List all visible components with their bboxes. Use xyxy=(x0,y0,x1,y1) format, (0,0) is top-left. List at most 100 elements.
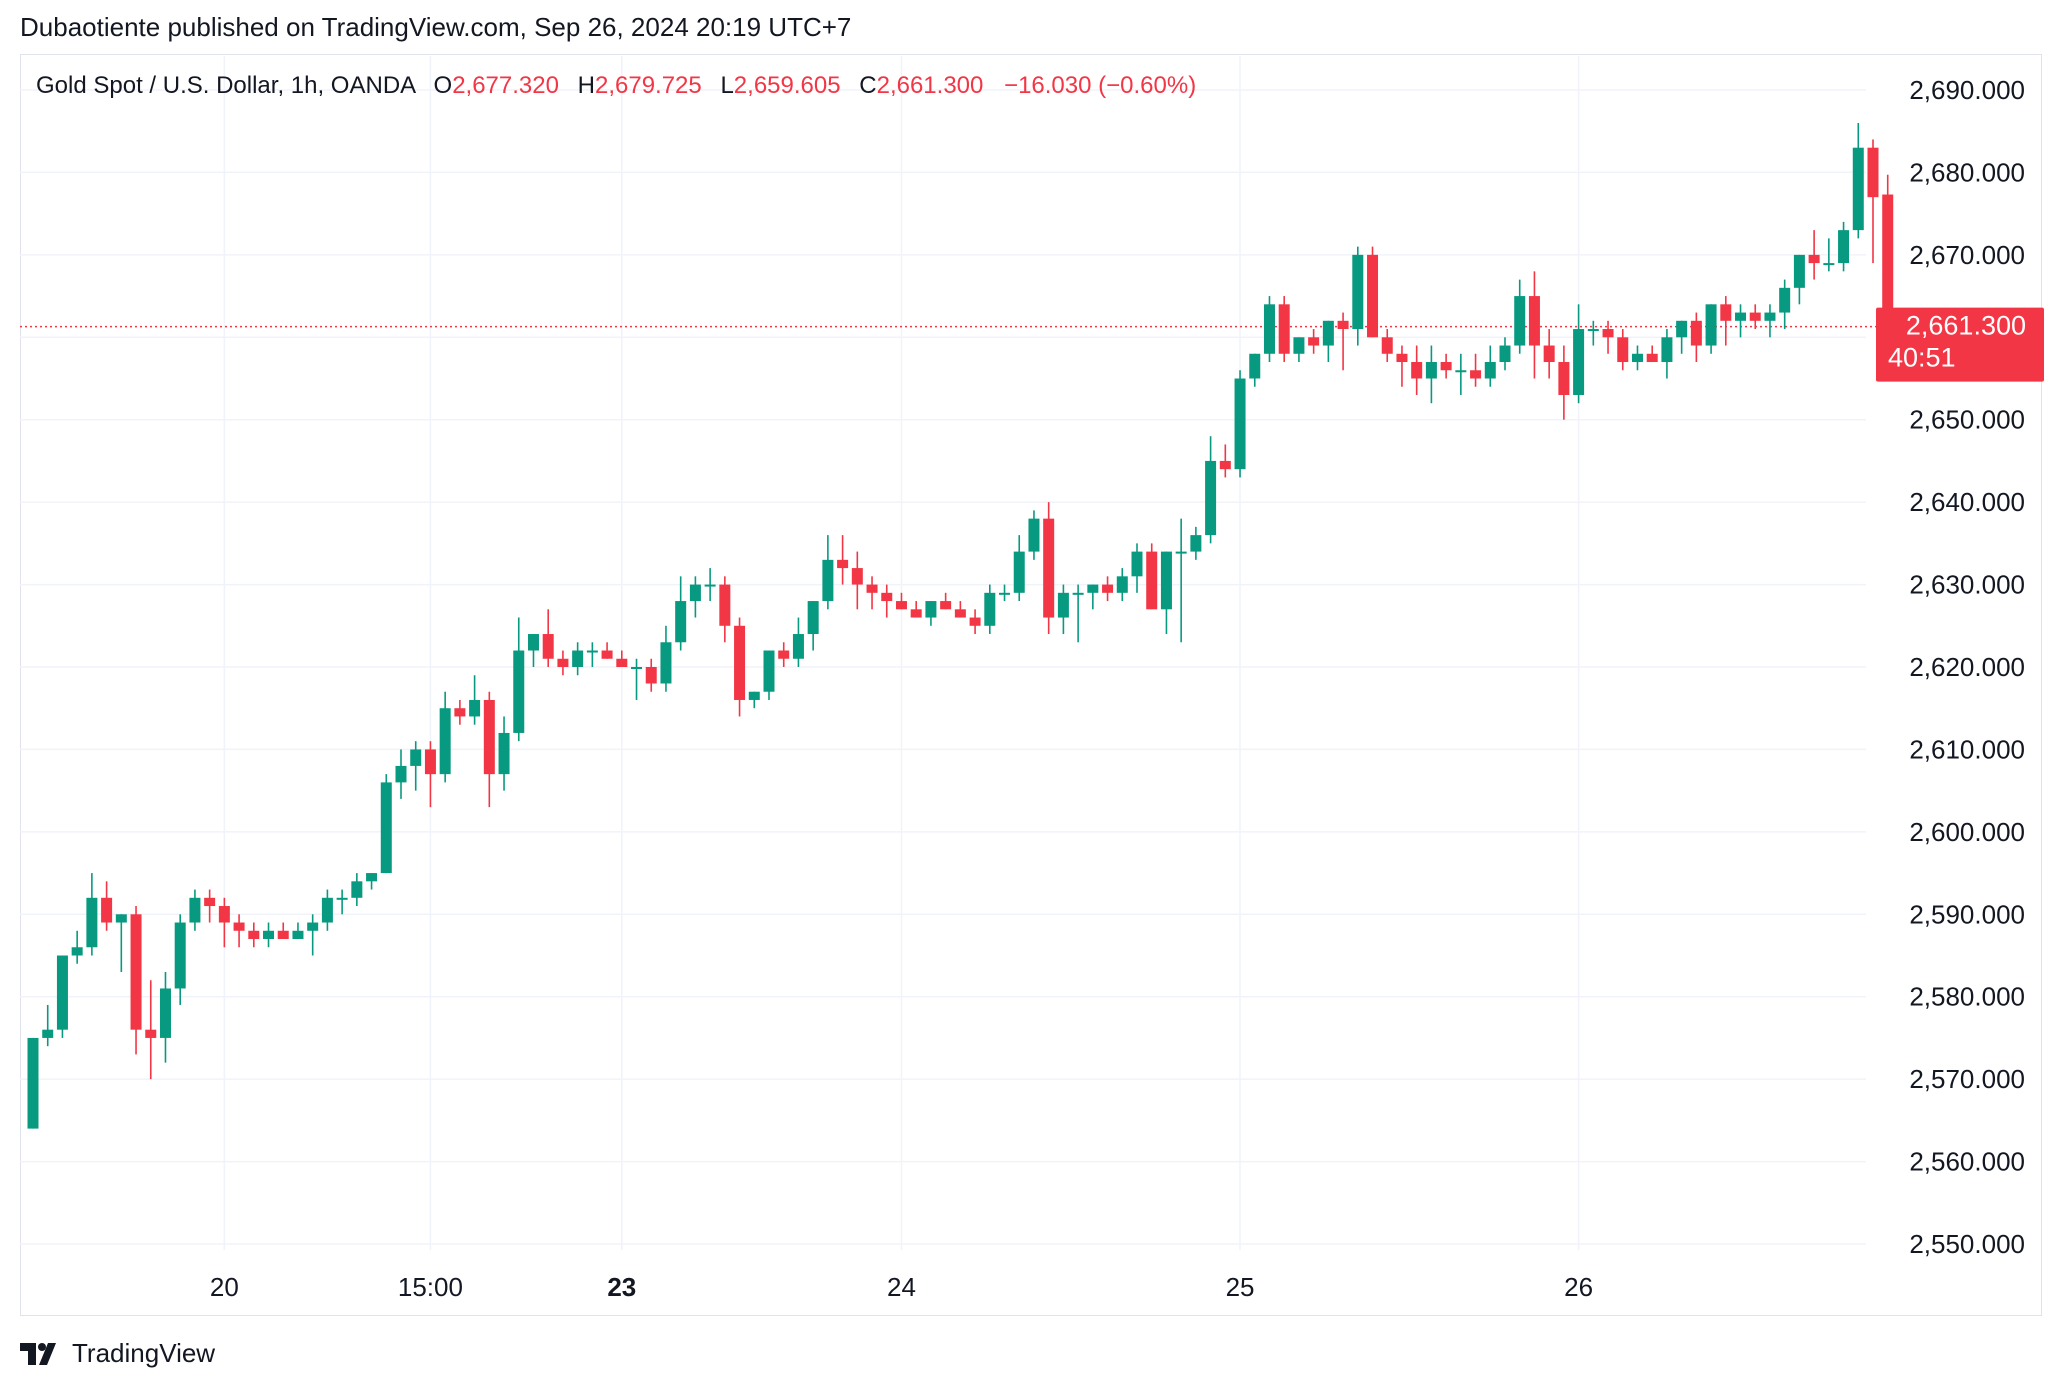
candle-body[interactable] xyxy=(307,922,319,931)
candle-body[interactable] xyxy=(395,765,407,783)
candle-body[interactable] xyxy=(1190,535,1202,552)
candle-body[interactable] xyxy=(145,1029,157,1038)
candle-body[interactable] xyxy=(719,584,731,626)
candle-body[interactable] xyxy=(1043,518,1055,618)
candle-body[interactable] xyxy=(1823,263,1835,266)
candle-body[interactable] xyxy=(1411,362,1423,379)
candle-body[interactable] xyxy=(1484,362,1496,379)
candle-body[interactable] xyxy=(189,897,201,923)
candle-body[interactable] xyxy=(1617,337,1629,363)
candle-body[interactable] xyxy=(572,650,584,667)
candle-body[interactable] xyxy=(1705,304,1717,346)
candle-body[interactable] xyxy=(321,897,333,923)
candle-body[interactable] xyxy=(1013,551,1025,593)
candle-body[interactable] xyxy=(1219,460,1231,470)
candle-body[interactable] xyxy=(1764,312,1776,321)
candle-body[interactable] xyxy=(513,650,525,733)
candle-body[interactable] xyxy=(130,914,142,1030)
candle-body[interactable] xyxy=(1514,296,1526,346)
candle-body[interactable] xyxy=(704,584,716,587)
candle-body[interactable] xyxy=(616,658,628,667)
candle-body[interactable] xyxy=(1470,370,1482,379)
candle-body[interactable] xyxy=(999,592,1011,595)
candle-body[interactable] xyxy=(1308,337,1320,346)
candle-body[interactable] xyxy=(351,881,363,898)
candle-body[interactable] xyxy=(1278,304,1290,354)
candle-body[interactable] xyxy=(1602,329,1614,338)
candle-body[interactable] xyxy=(1057,592,1069,618)
candle-body[interactable] xyxy=(1867,147,1879,198)
candle-body[interactable] xyxy=(1749,312,1761,321)
candle-body[interactable] xyxy=(27,1037,39,1129)
candle-body[interactable] xyxy=(1116,576,1128,593)
candle-body[interactable] xyxy=(910,609,922,618)
candle-body[interactable] xyxy=(204,897,216,907)
candle-body[interactable] xyxy=(159,988,171,1038)
candle-body[interactable] xyxy=(101,897,113,923)
candle-body[interactable] xyxy=(645,667,657,684)
candle-body[interactable] xyxy=(1631,353,1643,363)
candle-body[interactable] xyxy=(866,584,878,593)
candle-body[interactable] xyxy=(1249,353,1261,379)
candle-body[interactable] xyxy=(454,708,466,717)
candle-body[interactable] xyxy=(527,634,539,651)
candle-body[interactable] xyxy=(792,634,804,659)
candle-body[interactable] xyxy=(542,634,554,659)
candle-body[interactable] xyxy=(1160,551,1172,610)
candle-body[interactable] xyxy=(689,584,701,602)
candle-body[interactable] xyxy=(1087,584,1099,593)
candle-body[interactable] xyxy=(601,650,613,659)
candle-body[interactable] xyxy=(1690,320,1702,346)
candle-body[interactable] xyxy=(263,930,275,940)
candle-body[interactable] xyxy=(1793,254,1805,288)
footer-brand[interactable]: TradingView xyxy=(72,1338,216,1368)
candle-body[interactable] xyxy=(954,609,966,618)
candle-body[interactable] xyxy=(86,897,98,948)
candle-body[interactable] xyxy=(410,749,422,766)
candle-body[interactable] xyxy=(56,955,68,1030)
candle-body[interactable] xyxy=(71,947,83,956)
candle-body[interactable] xyxy=(469,699,481,717)
candle-body[interactable] xyxy=(1735,312,1747,321)
candle-body[interactable] xyxy=(233,922,245,931)
candle-body[interactable] xyxy=(1661,337,1673,363)
candle-body[interactable] xyxy=(925,601,937,618)
candle-body[interactable] xyxy=(1293,337,1305,354)
candle-body[interactable] xyxy=(1028,518,1040,552)
candle-body[interactable] xyxy=(1852,147,1864,231)
candle-body[interactable] xyxy=(1337,320,1349,330)
candle-body[interactable] xyxy=(1072,592,1084,595)
candle-body[interactable] xyxy=(586,650,598,653)
candle-body[interactable] xyxy=(42,1029,54,1038)
candle-body[interactable] xyxy=(1205,460,1217,536)
candle-body[interactable] xyxy=(1558,362,1570,395)
candle-body[interactable] xyxy=(557,658,569,667)
candle-body[interactable] xyxy=(439,708,451,775)
candle-body[interactable] xyxy=(1102,584,1114,593)
candle-body[interactable] xyxy=(1646,353,1658,363)
candle-body[interactable] xyxy=(115,914,127,923)
candle-body[interactable] xyxy=(1573,329,1585,395)
candle-body[interactable] xyxy=(248,930,260,940)
candle-body[interactable] xyxy=(1779,287,1791,313)
candle-body[interactable] xyxy=(174,922,186,989)
candle-body[interactable] xyxy=(1322,320,1334,346)
candle-body[interactable] xyxy=(837,559,849,569)
candle-body[interactable] xyxy=(1146,551,1158,610)
candle-body[interactable] xyxy=(631,667,643,669)
candle-body[interactable] xyxy=(277,930,289,940)
symbol-label[interactable]: Gold Spot / U.S. Dollar, 1h, OANDA xyxy=(36,72,415,99)
candle-body[interactable] xyxy=(1882,194,1894,327)
candle-body[interactable] xyxy=(366,873,378,882)
candle-body[interactable] xyxy=(1528,296,1540,346)
candle-body[interactable] xyxy=(1234,378,1246,470)
candle-body[interactable] xyxy=(292,930,304,940)
candle-body[interactable] xyxy=(424,749,436,775)
candle-body[interactable] xyxy=(1367,254,1379,338)
candle-body[interactable] xyxy=(1381,337,1393,354)
candle-body[interactable] xyxy=(763,650,775,692)
candle-body[interactable] xyxy=(1587,329,1599,332)
candle-body[interactable] xyxy=(1676,320,1688,338)
candle-body[interactable] xyxy=(1440,362,1452,371)
